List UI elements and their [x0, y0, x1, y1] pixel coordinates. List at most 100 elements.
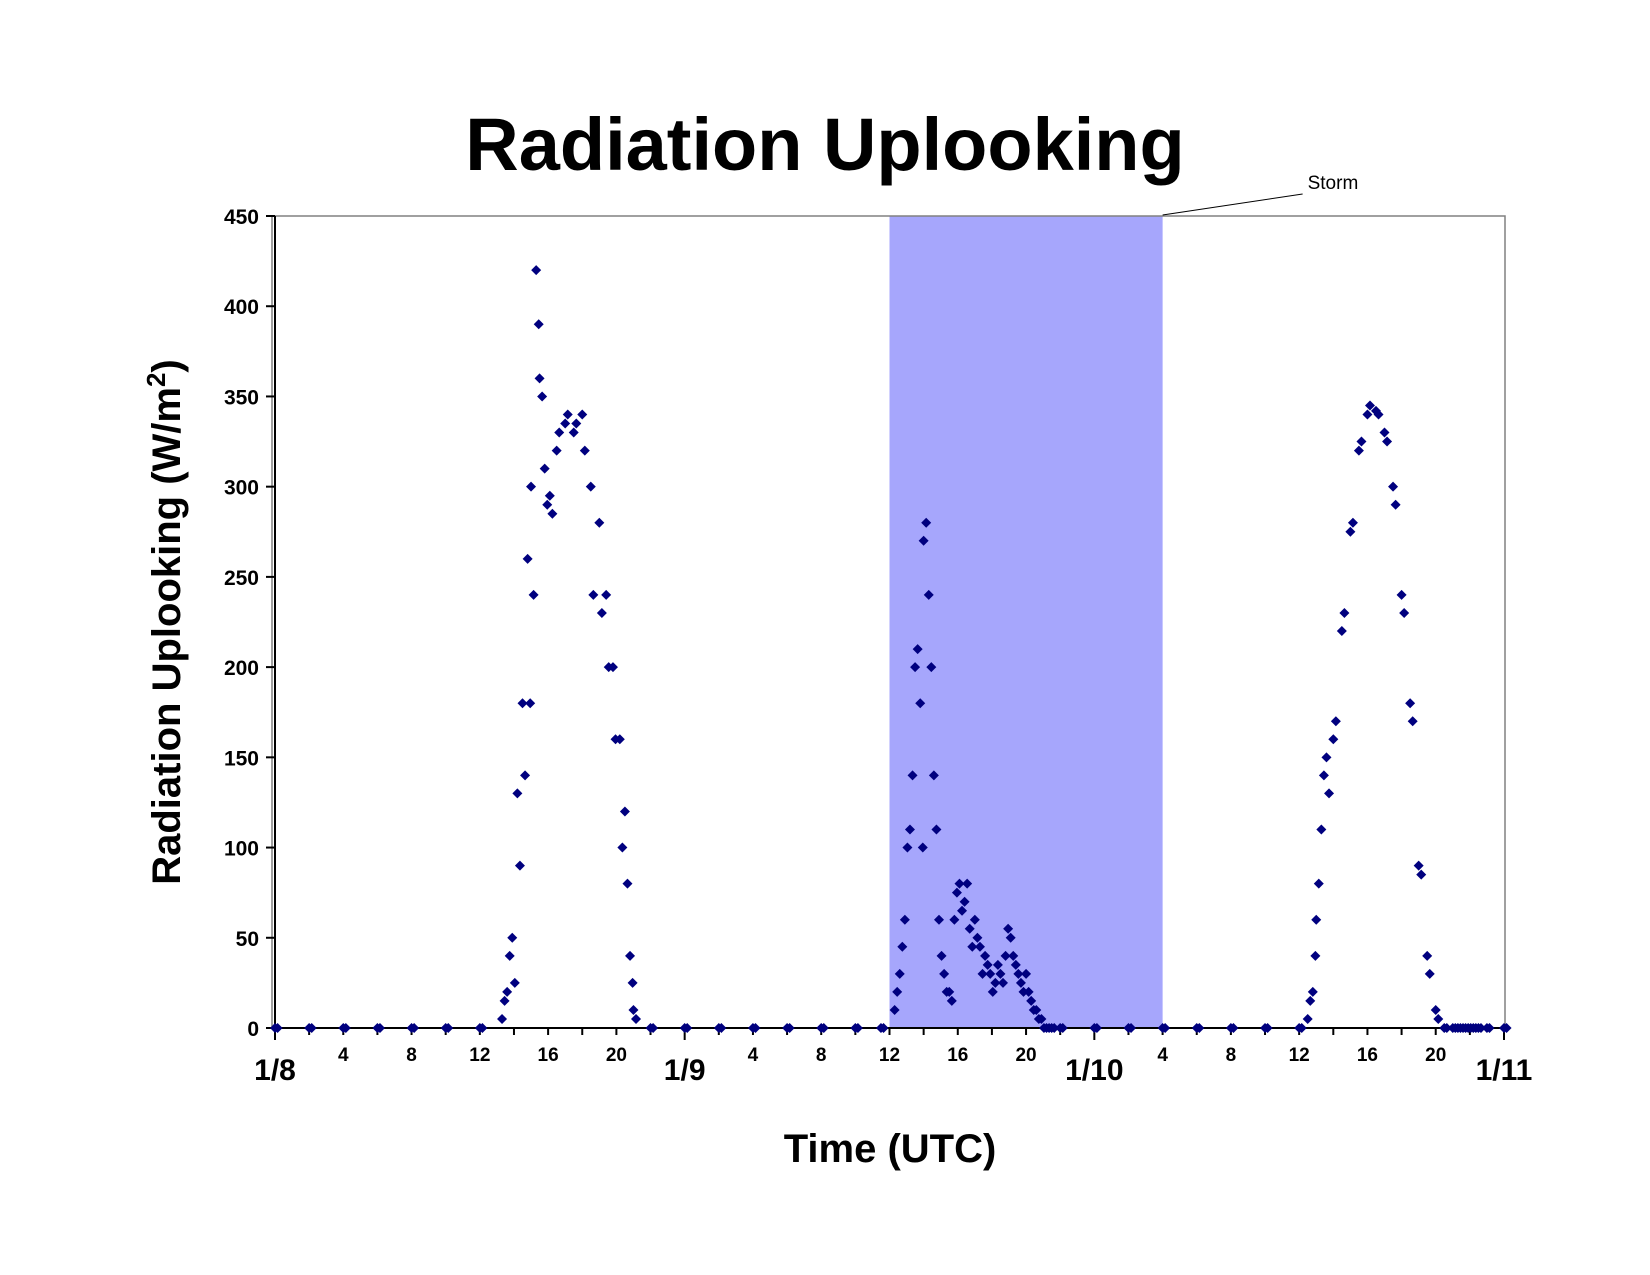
data-point [340, 1023, 351, 1033]
data-point [306, 1023, 317, 1033]
data-point [514, 860, 525, 871]
data-point [1484, 1023, 1495, 1033]
data-point [928, 770, 939, 781]
x-hour-label: 16 [1357, 1045, 1378, 1066]
x-hour-label: 12 [469, 1045, 490, 1066]
data-point [899, 914, 910, 925]
data-point [619, 806, 630, 817]
storm-annotation-line [1162, 193, 1303, 216]
data-point [894, 968, 905, 979]
data-point [533, 319, 544, 330]
data-point [502, 986, 513, 997]
data-point [539, 463, 550, 474]
data-point [1313, 878, 1324, 889]
data-point [1307, 986, 1318, 997]
data-point [946, 995, 957, 1006]
y-axis-label-superscript: 2 [141, 373, 171, 387]
x-hour-label: 4 [748, 1045, 759, 1066]
data-point [907, 770, 918, 781]
data-point [902, 842, 913, 853]
data-point [951, 887, 962, 898]
data-point [985, 968, 996, 979]
data-point [926, 662, 937, 673]
data-point [954, 878, 965, 889]
data-point [547, 508, 558, 519]
data-point [912, 644, 923, 655]
data-point [784, 1023, 795, 1033]
data-point [1430, 1004, 1441, 1015]
data-point [1031, 1004, 1042, 1015]
data-point [409, 1023, 420, 1033]
data-point [568, 427, 579, 438]
data-point [520, 770, 531, 781]
data-point [622, 878, 633, 889]
data-point [627, 977, 638, 988]
data-point [1441, 1023, 1452, 1033]
data-point [974, 941, 985, 952]
data-point [1345, 526, 1356, 537]
data-point [998, 977, 1009, 988]
x-hour-label: 16 [538, 1045, 559, 1066]
data-point [1021, 968, 1032, 979]
data-point [1228, 1023, 1239, 1033]
x-hour-label: 20 [1425, 1045, 1446, 1066]
data-point [522, 553, 533, 564]
data-point [987, 986, 998, 997]
data-point [1353, 445, 1364, 456]
data-point [1000, 950, 1011, 961]
data-point [596, 607, 607, 618]
data-point [562, 409, 573, 420]
y-tick-label: 200 [224, 657, 259, 680]
data-point [1328, 734, 1339, 745]
data-point [1003, 923, 1014, 934]
data-point [931, 824, 942, 835]
data-point [1356, 436, 1367, 447]
data-point [939, 968, 950, 979]
data-point [1296, 1023, 1307, 1033]
x-hour-label: 8 [1226, 1045, 1237, 1066]
data-point [878, 1023, 889, 1033]
x-axis-label: Time (UTC) [784, 1127, 997, 1171]
data-point [499, 995, 510, 1006]
data-point [1501, 1023, 1512, 1033]
data-point [631, 1013, 642, 1024]
data-point [607, 662, 618, 673]
y-tick-label: 150 [224, 747, 259, 770]
data-point [949, 914, 960, 925]
y-tick-label: 300 [224, 477, 259, 500]
data-point [579, 445, 590, 456]
data-point [625, 950, 636, 961]
data-point [818, 1023, 829, 1033]
data-point [614, 734, 625, 745]
data-point [443, 1023, 454, 1033]
data-point [1160, 1023, 1171, 1033]
data-point [1311, 914, 1322, 925]
data-point [750, 1023, 761, 1033]
data-point [1126, 1023, 1137, 1033]
x-day-label: 1/11 [1476, 1054, 1533, 1087]
data-point [1010, 959, 1021, 970]
data-point [588, 589, 599, 600]
y-axis: 0 50 100 150 200 250 300 350 400 450 [224, 206, 276, 1041]
data-point [628, 1004, 639, 1015]
data-point [1330, 716, 1341, 727]
data-point [967, 941, 978, 952]
data-point [1362, 409, 1373, 420]
data-point [915, 698, 926, 709]
x-hour-label: 12 [1289, 1045, 1310, 1066]
data-point [980, 950, 991, 961]
data-point [585, 481, 596, 492]
data-point [537, 391, 548, 402]
data-point [969, 914, 980, 925]
data-point [1399, 607, 1410, 618]
data-point [1018, 986, 1029, 997]
data-point [1015, 977, 1026, 988]
data-point [1405, 698, 1416, 709]
x-hour-label: 16 [947, 1045, 968, 1066]
data-point [272, 1023, 283, 1033]
data-point [1091, 1023, 1102, 1033]
data-point [512, 788, 523, 799]
data-point [1318, 770, 1329, 781]
data-point [1036, 1013, 1047, 1024]
